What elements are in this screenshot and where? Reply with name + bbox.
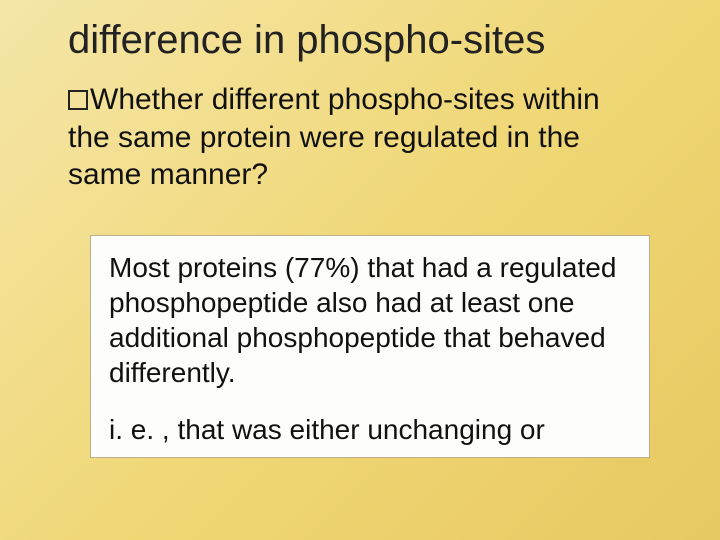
box-text-main: Most proteins (77%) that had a regulated…	[109, 250, 631, 390]
bullet-square-icon	[68, 90, 88, 110]
body-paragraph: Whether different phospho-sites within t…	[68, 81, 672, 194]
content-box: Most proteins (77%) that had a regulated…	[90, 235, 650, 458]
box-text-secondary: i. e. , that was either unchanging or	[109, 412, 631, 447]
body-text-content: Whether different phospho-sites within t…	[68, 83, 600, 191]
slide-title: difference in phospho-sites	[68, 18, 672, 63]
slide-container: difference in phospho-sites Whether diff…	[0, 0, 720, 540]
